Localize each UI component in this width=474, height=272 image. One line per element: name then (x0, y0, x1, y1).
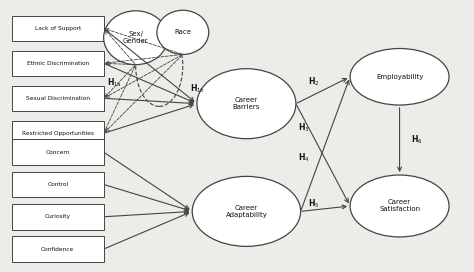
FancyBboxPatch shape (12, 172, 104, 197)
Text: Restricted Opportunities: Restricted Opportunities (22, 131, 94, 136)
Text: Sex/
Gender: Sex/ Gender (123, 31, 148, 44)
FancyBboxPatch shape (12, 85, 104, 111)
Text: Ethnic Discrimination: Ethnic Discrimination (27, 61, 89, 66)
Text: Career
Satisfaction: Career Satisfaction (379, 199, 420, 212)
Ellipse shape (350, 175, 449, 237)
Ellipse shape (197, 69, 296, 139)
Text: Lack of Support: Lack of Support (35, 26, 81, 31)
Text: H$_{4}$: H$_{4}$ (298, 151, 310, 164)
Text: H$_{5}$: H$_{5}$ (308, 197, 319, 209)
Text: Race: Race (174, 29, 191, 35)
FancyBboxPatch shape (12, 16, 104, 41)
Text: Confidence: Confidence (41, 247, 74, 252)
Text: Career
Adaptability: Career Adaptability (226, 205, 267, 218)
Ellipse shape (192, 176, 301, 246)
Text: Employability: Employability (376, 74, 423, 80)
FancyBboxPatch shape (12, 204, 104, 230)
Ellipse shape (104, 11, 168, 65)
Text: Sexual Discrimination: Sexual Discrimination (26, 96, 90, 101)
FancyBboxPatch shape (12, 51, 104, 76)
Text: Curiosity: Curiosity (45, 214, 71, 219)
Ellipse shape (350, 48, 449, 105)
Text: Career
Barriers: Career Barriers (233, 97, 260, 110)
Text: H$_{6}$: H$_{6}$ (411, 134, 423, 146)
Text: H$_{3}$: H$_{3}$ (298, 122, 310, 134)
Ellipse shape (157, 10, 209, 54)
Text: Control: Control (47, 182, 68, 187)
FancyBboxPatch shape (12, 120, 104, 146)
FancyBboxPatch shape (12, 139, 104, 165)
Text: H$_{1b}$: H$_{1b}$ (190, 82, 205, 95)
Text: H$_{2}$: H$_{2}$ (308, 76, 319, 88)
Text: Concern: Concern (46, 150, 70, 155)
Text: H$_{1a}$: H$_{1a}$ (107, 77, 121, 89)
FancyBboxPatch shape (12, 236, 104, 262)
